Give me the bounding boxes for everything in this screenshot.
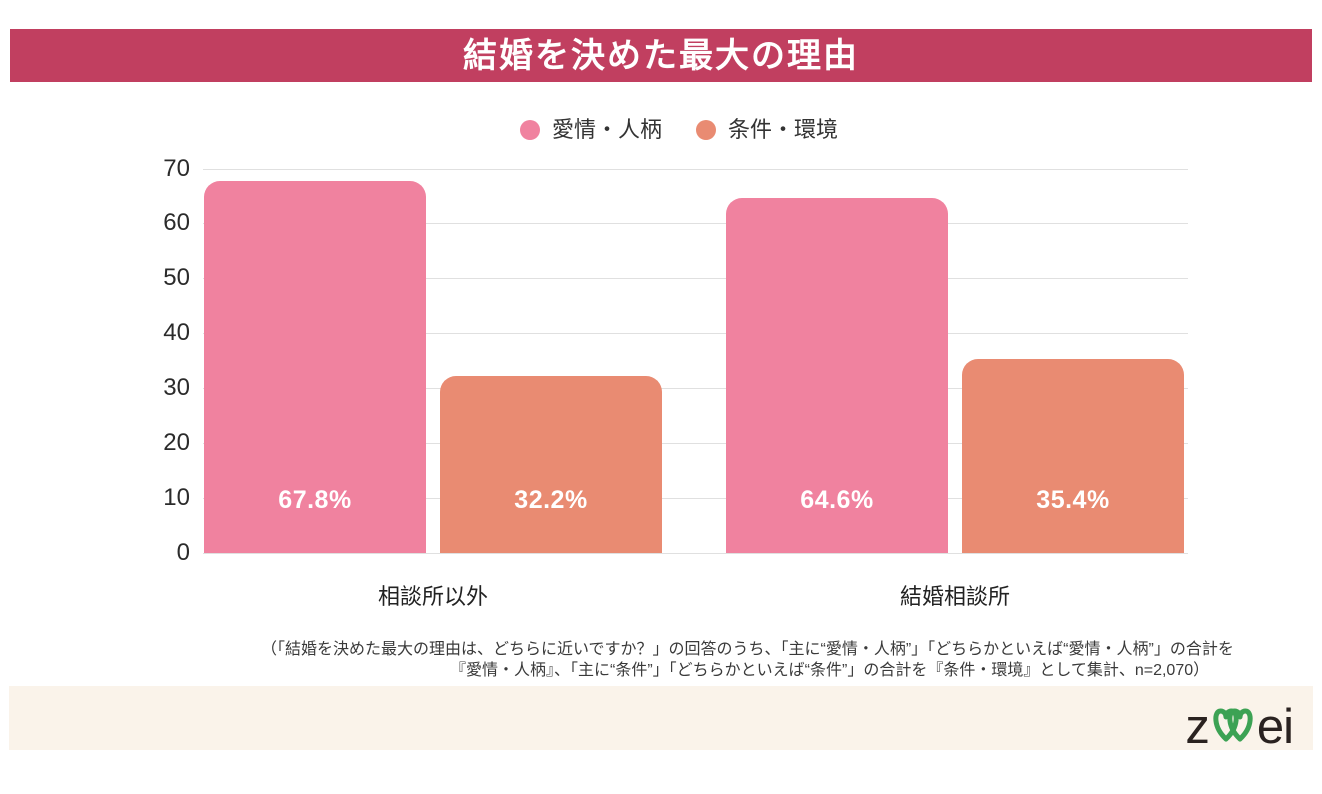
y-axis-tick-label: 60 — [163, 209, 190, 237]
legend-item-conditions: 条件・環境 — [696, 119, 838, 141]
legend-dot-orange-icon — [696, 120, 716, 140]
gridline — [203, 388, 1188, 390]
bar-愛情・人柄-相談所以外: 67.8% — [204, 180, 426, 553]
x-axis-category-label: 結婚相談所 — [899, 584, 1010, 609]
gridline — [203, 498, 1188, 500]
bar-愛情・人柄-結婚相談所: 64.6% — [726, 198, 948, 553]
gridline — [203, 168, 1188, 170]
legend-label: 愛情・人柄 — [551, 117, 662, 142]
bar-条件・環境-結婚相談所: 35.4% — [962, 358, 1184, 553]
gridline — [203, 443, 1188, 445]
y-axis-tick-label: 70 — [163, 154, 190, 182]
y-axis-tick-label: 30 — [163, 374, 190, 402]
footnote-line-2: 『愛情・人柄』、「主に“条件”」「どちらかといえば“条件”」の合計を『条件・環境… — [450, 662, 1210, 679]
y-axis-tick-label: 40 — [163, 319, 190, 347]
gridline — [203, 553, 1188, 554]
legend-label: 条件・環境 — [728, 117, 839, 142]
gridline — [203, 278, 1188, 280]
gridline — [203, 223, 1188, 225]
x-axis-category-label: 相談所以外 — [377, 584, 488, 609]
y-axis-tick-label: 50 — [163, 264, 190, 292]
y-axis-tick-label: 20 — [163, 429, 190, 457]
bar-条件・環境-相談所以外: 32.2% — [440, 376, 662, 553]
gridline — [203, 333, 1188, 335]
bar-value-label: 67.8% — [278, 485, 352, 514]
legend-item-love: 愛情・人柄 — [519, 117, 662, 142]
bar-value-label: 64.6% — [800, 485, 874, 514]
bar-value-label: 32.2% — [514, 485, 588, 514]
page-title: 結婚を決めた最大の理由 — [463, 36, 859, 75]
chart-legend: 愛情・人柄 条件・環境 — [18, 116, 1322, 144]
footnote-line-1: （「結婚を決めた最大の理由は、どちらに近いですか？」の回答のうち、「主に“愛情・… — [261, 641, 1234, 658]
footer-strip: z ei — [9, 686, 1313, 754]
hearts-w-icon — [1213, 708, 1253, 742]
legend-dot-pink-icon — [519, 120, 540, 140]
y-axis-tick-label: 10 — [163, 484, 190, 512]
y-axis-tick-label: 0 — [176, 539, 190, 566]
brand-logo: z ei — [1185, 688, 1294, 754]
logo-letter-z: z — [1185, 699, 1209, 754]
bar-value-label: 35.4% — [1036, 485, 1110, 514]
logo-letter-ei: ei — [1256, 699, 1294, 754]
title-banner: 結婚を決めた最大の理由 — [10, 29, 1312, 82]
